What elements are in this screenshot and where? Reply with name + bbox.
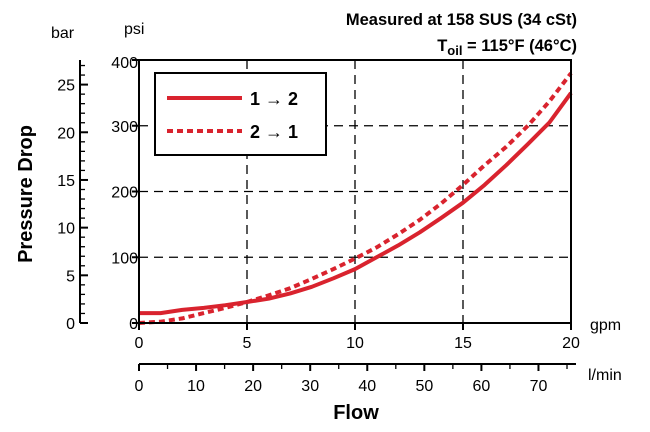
x-axis-title: Flow — [333, 402, 379, 424]
lmin-tick-label: 40 — [358, 378, 376, 395]
y-right-unit: psi — [124, 21, 144, 38]
chart-title-line1: Measured at 158 SUS (34 cSt) — [346, 11, 577, 29]
legend: 1 → 2 2 → 1 — [154, 72, 327, 156]
gpm-tick-label: 10 — [346, 335, 364, 352]
y-axis-title: Pressure Drop — [15, 125, 37, 263]
title-oil-subscript: oil — [447, 43, 462, 58]
data-series — [138, 71, 573, 325]
psi-tick-label: 100 — [111, 250, 138, 267]
x-bottom-unit: l/min — [588, 367, 622, 384]
psi-tick-label: 200 — [111, 185, 138, 202]
lmin-tick-label: 30 — [301, 378, 319, 395]
lmin-tick-label: 50 — [415, 378, 433, 395]
lmin-tick-label: 0 — [135, 378, 144, 395]
bar-tick-label: 10 — [57, 221, 75, 238]
lmin-tick-label: 60 — [473, 378, 491, 395]
gpm-tick-label: 15 — [454, 335, 472, 352]
title-t-symbol: T — [437, 37, 447, 55]
bar-tick-label: 20 — [57, 125, 75, 142]
x-top-unit: gpm — [590, 317, 621, 334]
legend-box — [154, 72, 327, 156]
bar-tick-label: 25 — [57, 78, 75, 95]
legend-label-1-to-2: 1 → 2 — [250, 89, 298, 109]
lmin-tick-label: 10 — [187, 378, 205, 395]
series-line-2-to-1 — [138, 71, 573, 325]
psi-tick-label: 300 — [111, 119, 138, 136]
bar-tick-label: 15 — [57, 173, 75, 190]
psi-tick-label: 0 — [129, 316, 138, 333]
title-temperature: = 115°F (46°C) — [462, 37, 577, 55]
gpm-tick-label: 5 — [243, 335, 252, 352]
legend-label-2-to-1: 2 → 1 — [250, 122, 298, 142]
lmin-tick-label: 20 — [244, 378, 262, 395]
bar-tick-label: 5 — [66, 268, 75, 285]
y-left-unit: bar — [51, 25, 75, 42]
gpm-tick-label: 20 — [562, 335, 580, 352]
bar-tick-label: 0 — [66, 316, 75, 333]
gpm-tick-label: 0 — [135, 335, 144, 352]
series-line-1-to-2 — [139, 91, 573, 316]
psi-tick-label: 400 — [111, 55, 138, 72]
grid-lines — [139, 60, 571, 323]
chart-title-line2: Toil = 115°F (46°C) — [437, 37, 577, 58]
lmin-tick-label: 70 — [530, 378, 548, 395]
